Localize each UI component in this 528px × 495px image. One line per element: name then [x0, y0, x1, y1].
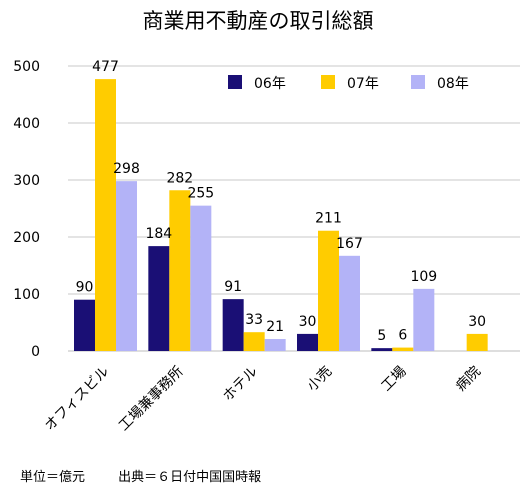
data-label: 5 [377, 328, 386, 344]
x-axis-categories: オフィスビル 工場兼事務所 ホテル 小売 工場 病院 [42, 364, 484, 435]
bar [339, 255, 360, 351]
chart-title: 商業用不動産の取引総額 [143, 9, 374, 33]
data-label: 255 [187, 186, 214, 202]
data-label: 30 [299, 314, 317, 330]
bar [318, 230, 339, 351]
data-label: 6 [398, 328, 407, 344]
y-tick-label: 400 [13, 116, 40, 132]
bar [297, 333, 318, 351]
legend: 06年 07年 08年 [228, 75, 469, 92]
data-label: 167 [336, 236, 363, 252]
y-tick-label: 500 [13, 59, 40, 75]
y-axis-ticks: 0 100 200 300 400 500 [13, 59, 40, 360]
y-tick-label: 0 [31, 344, 40, 360]
bars [74, 79, 488, 352]
y-tick-label: 100 [13, 287, 40, 303]
legend-label: 07年 [347, 76, 379, 92]
bar [264, 339, 286, 351]
bar [95, 79, 116, 352]
bar [116, 181, 137, 351]
bar [190, 205, 212, 351]
data-label: 211 [315, 211, 342, 227]
legend-swatch [228, 75, 242, 89]
data-label: 298 [113, 161, 140, 177]
bar [74, 299, 95, 351]
data-label: 109 [410, 269, 437, 285]
category-label: 病院 [453, 364, 484, 395]
category-label: ホテル [220, 364, 261, 405]
category-label: 小売 [304, 364, 335, 395]
bar [392, 347, 414, 351]
footer: 単位＝億元 出典＝６日付中国国時報 [20, 466, 261, 485]
data-label: 33 [245, 312, 263, 328]
data-label: 282 [166, 170, 193, 186]
unit-note: 単位＝億元 [20, 470, 86, 485]
y-tick-label: 300 [13, 173, 40, 189]
data-label: 91 [224, 279, 242, 295]
legend-label: 06年 [254, 76, 286, 92]
y-tick-label: 200 [13, 230, 40, 246]
bar [466, 333, 488, 351]
bar [222, 299, 244, 351]
data-label: 21 [266, 319, 284, 335]
bar [371, 348, 393, 351]
legend-swatch [411, 75, 425, 89]
category-label: オフィスビル [42, 364, 113, 435]
bar [148, 246, 170, 351]
bar [243, 332, 265, 351]
data-label: 30 [468, 314, 486, 330]
bar [169, 190, 191, 351]
bar [413, 288, 435, 351]
source-note: 出典＝６日付中国国時報 [118, 470, 262, 485]
category-label: 工場兼事務所 [116, 364, 187, 435]
legend-swatch [321, 75, 335, 89]
grid-lines [68, 65, 520, 352]
data-label: 184 [145, 226, 172, 242]
data-label: 477 [92, 59, 119, 75]
data-label: 90 [76, 280, 94, 296]
category-label: 工場 [379, 364, 410, 395]
legend-label: 08年 [437, 76, 469, 92]
